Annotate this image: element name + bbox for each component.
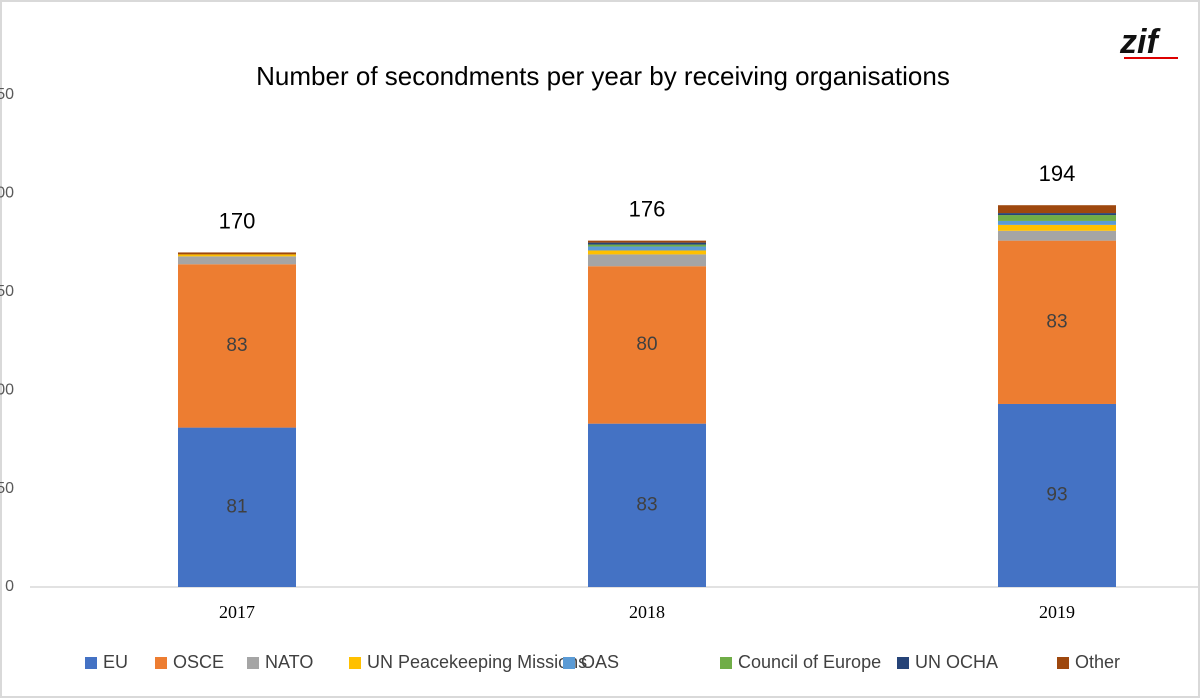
bar-segment [178,427,296,587]
legend-swatch [247,657,259,669]
chart-title: Number of secondments per year by receiv… [256,61,950,91]
y-tick-label: 0 [5,578,14,595]
legend-label: Other [1075,652,1120,672]
legend-label: UN OCHA [915,652,998,672]
logo: zif [1119,23,1161,61]
bar-segment [588,254,706,267]
legend-label: OSCE [173,652,224,672]
bar-segment [588,246,706,251]
x-tick-label: 2019 [1039,602,1075,622]
bar-segment [588,242,706,245]
y-tick-label: 50 [0,480,14,497]
legend-swatch [349,657,361,669]
data-label: 83 [226,335,247,356]
legend-label: UN Peacekeeping Missions [367,652,587,672]
legend-swatch [563,657,575,669]
legend-label: OAS [581,652,619,672]
legend-swatch [155,657,167,669]
bar-segment [178,264,296,428]
bar-segment [998,230,1116,241]
data-label: 93 [1046,485,1067,506]
y-tick-label: 250 [0,86,14,103]
y-tick-label: 150 [0,283,14,300]
bar-segment [588,423,706,587]
legend-label: EU [103,652,128,672]
bar-segment [588,250,706,255]
bar-segment [588,266,706,424]
bar-segment [588,244,706,247]
bar-segment [588,240,706,243]
bar-segment [998,215,1116,221]
bar-segment [178,256,296,265]
data-label: 83 [636,494,657,515]
legend-label: Council of Europe [738,652,881,672]
bar-segment [998,220,1116,225]
data-label: 81 [226,496,247,517]
x-tick-label: 2017 [219,602,255,622]
x-tick-label: 2018 [629,602,665,622]
bar-segment [998,240,1116,404]
legend-label: NATO [265,652,313,672]
y-tick-label: 200 [0,185,14,202]
y-tick-label: 100 [0,381,14,398]
legend-swatch [897,657,909,669]
bar-segment [998,213,1116,216]
legend-swatch [720,657,732,669]
bar-segment [178,254,296,257]
total-label: 170 [219,208,256,233]
total-label: 176 [629,196,666,221]
legend-swatch [1057,657,1069,669]
bar-segment [998,403,1116,587]
bar-segment [178,252,296,255]
data-label: 83 [1046,311,1067,332]
data-label: 80 [636,334,657,355]
legend-swatch [85,657,97,669]
bar-segment [998,224,1116,231]
bar-segment [998,205,1116,214]
total-label: 194 [1039,161,1076,186]
